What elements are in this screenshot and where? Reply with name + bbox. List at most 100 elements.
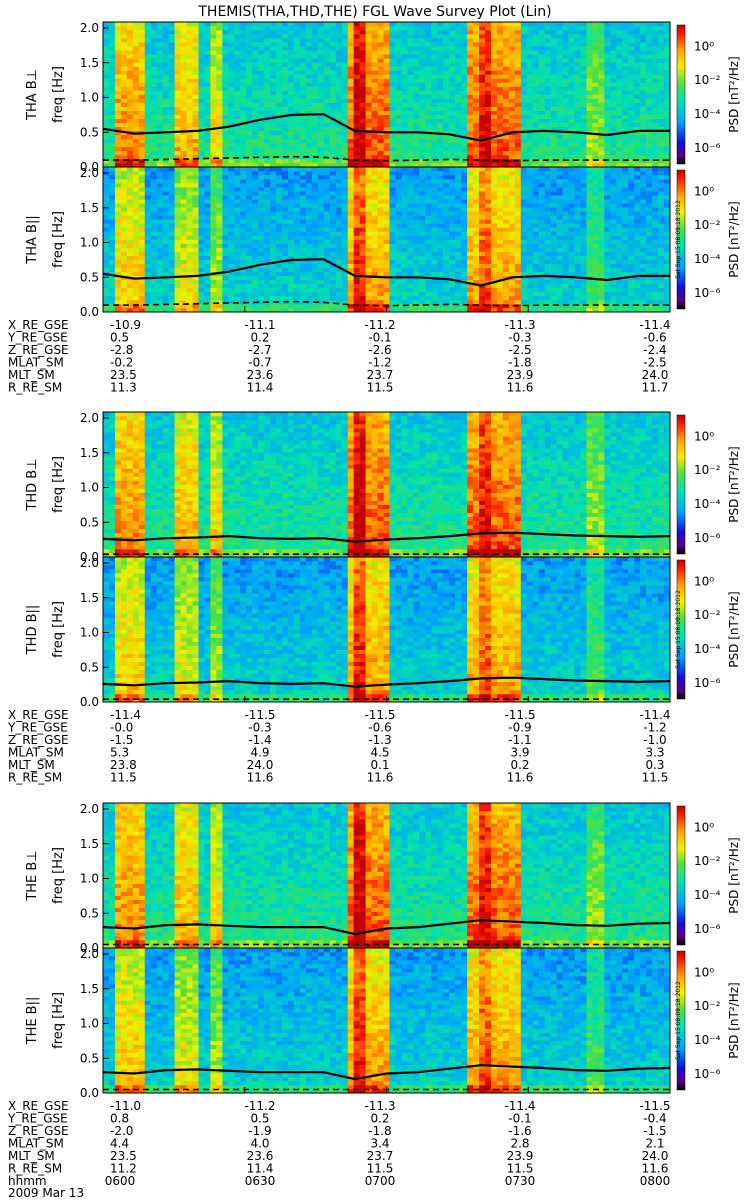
spectrogram-cell [467, 150, 474, 156]
spectrogram-cell [377, 78, 384, 83]
spectrogram-cell [222, 70, 229, 75]
spectrogram-cell [126, 191, 134, 196]
spectrogram-cell [317, 162, 325, 168]
spectrogram-cell [449, 110, 456, 115]
spectrogram-cell [329, 211, 337, 216]
spectrogram-cell [640, 58, 647, 63]
spectrogram-cell [144, 42, 152, 47]
spectrogram-cell [240, 259, 247, 264]
spectrogram-cell [228, 235, 235, 240]
spectrogram-cell [293, 66, 301, 71]
spectrogram-cell [341, 78, 349, 83]
spectrogram-cell [293, 90, 301, 95]
spectrogram-cell [431, 50, 438, 55]
spectrogram-cell [622, 78, 629, 83]
spectrogram-cell [568, 82, 575, 87]
spectrogram-cell [108, 179, 116, 184]
spectrogram-cell [449, 130, 456, 136]
spectrogram-cell [114, 279, 122, 285]
spectrogram-cell [365, 106, 372, 111]
spectrogram-cell [562, 82, 569, 87]
spectrogram-cell [293, 50, 301, 55]
spectrogram-cell [114, 303, 122, 309]
spectrogram-cell [228, 78, 235, 83]
spectrogram-cell [228, 70, 235, 75]
spectrogram-cell [156, 94, 163, 99]
spectrogram-cell [210, 138, 217, 144]
spectrogram-cell [144, 171, 152, 176]
spectrogram-cell [240, 78, 247, 83]
spectrogram-cell [461, 34, 468, 39]
spectrogram-cell [282, 263, 289, 268]
spectrogram-cell [329, 171, 337, 176]
spectrogram-cell [299, 78, 307, 83]
spectrogram-cell [120, 86, 128, 91]
spectrogram-cell [228, 219, 235, 224]
spectrogram-cell [353, 46, 360, 51]
spectrogram-cell [562, 78, 569, 83]
spectrogram-cell [144, 154, 152, 160]
spectrogram-cell [216, 34, 223, 39]
spectrogram-cell [276, 235, 283, 240]
spectrogram-cell [150, 134, 158, 140]
spectrogram-cell [634, 66, 641, 71]
spectrogram-cell [114, 199, 122, 204]
spectrogram-cell [311, 283, 319, 289]
spectrogram-cell [437, 46, 444, 51]
spectrogram-cell [150, 243, 158, 248]
spectrogram-cell [622, 142, 629, 148]
spectrogram-cell [514, 146, 522, 152]
spectrogram-cell [532, 38, 539, 43]
spectrogram-cell [329, 42, 337, 47]
spectrogram-cell [431, 150, 438, 156]
spectrogram-cell [252, 215, 259, 220]
spectrogram-cell [317, 215, 325, 220]
spectrogram-cell [192, 251, 199, 256]
spectrogram-cell [437, 158, 444, 164]
spectrogram-cell [592, 78, 599, 83]
spectrogram-cell [103, 146, 110, 152]
spectrogram-cell [222, 231, 229, 236]
spectrogram-cell [449, 114, 456, 119]
spectrogram-cell [610, 38, 617, 43]
spectrogram-cell [103, 295, 110, 301]
spectrogram-cell [240, 287, 247, 293]
spectrogram-cell [467, 134, 474, 140]
spectrogram-cell [389, 162, 396, 168]
spectrogram-cell [329, 231, 337, 236]
spectrogram-cell [395, 134, 402, 140]
spectrogram-cell [162, 54, 169, 59]
spectrogram-cell [228, 251, 235, 256]
spectrogram-cell [204, 223, 211, 228]
spectrogram-cell [640, 46, 647, 51]
spectrogram-cell [282, 235, 289, 240]
spectrogram-cell [371, 46, 378, 51]
spectrogram-cell [520, 154, 528, 160]
spectrogram-cell [234, 50, 241, 55]
spectrogram-cell [288, 251, 295, 256]
spectrogram-cell [496, 30, 504, 35]
spectrogram-cell [132, 122, 140, 128]
spectrogram-cell [246, 86, 253, 91]
spectrogram-cell [240, 126, 247, 132]
spectrogram-cell [598, 90, 605, 95]
spectrogram-cell [311, 183, 319, 188]
spectrogram-cell [365, 130, 372, 136]
spectrogram-cell [252, 223, 259, 228]
spectrogram-cell [126, 287, 134, 293]
spectrogram-cell [186, 54, 193, 59]
spectrogram-cell [186, 239, 193, 244]
spectrogram-cell [353, 207, 360, 212]
spectrogram-cell [622, 114, 629, 119]
spectrogram-cell [568, 62, 575, 67]
y-tick-label: 1.5 [80, 56, 99, 70]
spectrogram-cell [335, 158, 343, 164]
spectrogram-cell [162, 126, 169, 132]
spectrogram-cell [413, 86, 420, 91]
spectrogram-cell [270, 231, 277, 236]
spectrogram-cell [222, 167, 229, 172]
spectrogram-cell [204, 251, 211, 256]
spectrogram-cell [443, 150, 450, 156]
spectrogram-cell [311, 122, 319, 128]
spectrogram-cell [437, 94, 444, 99]
